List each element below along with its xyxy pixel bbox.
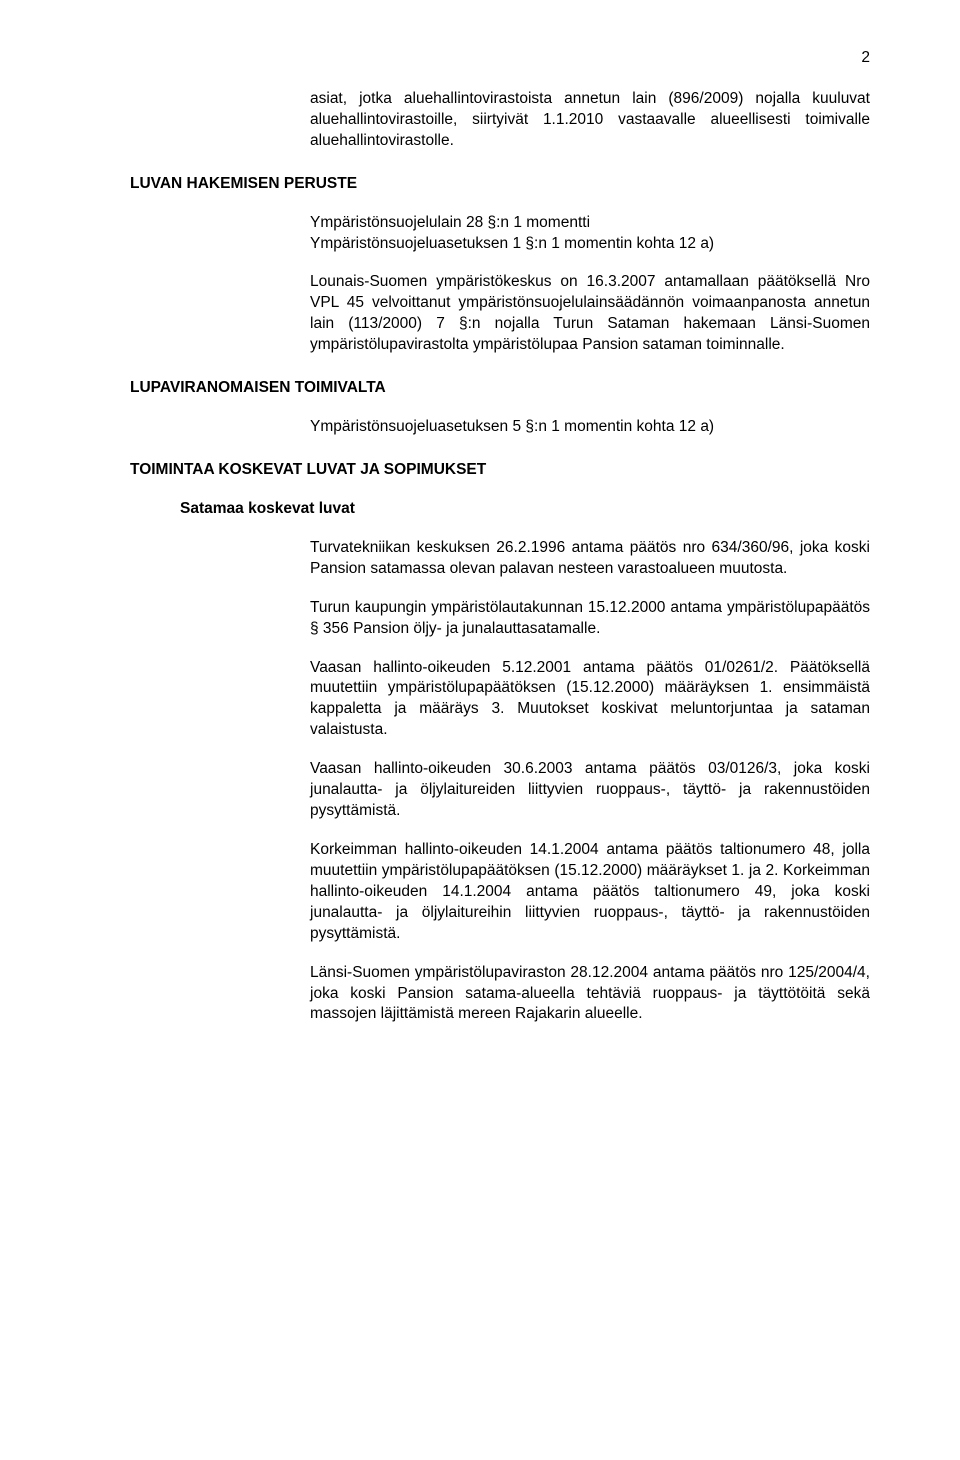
text-line: Ympäristönsuojeluasetuksen 1 §:n 1 momen… <box>310 235 714 252</box>
paragraph: Ympäristönsuojeluasetuksen 5 §:n 1 momen… <box>310 417 870 438</box>
heading-lupaviranomaisen-toimivalta: LUPAVIRANOMAISEN TOIMIVALTA <box>130 378 870 399</box>
heading-luvan-hakemisen-peruste: LUVAN HAKEMISEN PERUSTE <box>130 174 870 195</box>
subheading-satamaa-koskevat-luvat: Satamaa koskevat luvat <box>180 499 870 520</box>
paragraph: Turun kaupungin ympäristölautakunnan 15.… <box>310 598 870 640</box>
paragraph: Turvatekniikan keskuksen 26.2.1996 antam… <box>310 538 870 580</box>
paragraph: Länsi-Suomen ympäristölupaviraston 28.12… <box>310 963 870 1026</box>
paragraph: Vaasan hallinto-oikeuden 30.6.2003 antam… <box>310 759 870 822</box>
intro-paragraph: asiat, jotka aluehallintovirastoista ann… <box>310 89 870 152</box>
paragraph: Ympäristönsuojelulain 28 §:n 1 momentti … <box>310 213 870 255</box>
text-line: Ympäristönsuojelulain 28 §:n 1 momentti <box>310 214 590 231</box>
heading-toimintaa-koskevat-luvat: TOIMINTAA KOSKEVAT LUVAT JA SOPIMUKSET <box>130 460 870 481</box>
page-number: 2 <box>130 48 870 69</box>
paragraph: Vaasan hallinto-oikeuden 5.12.2001 antam… <box>310 658 870 742</box>
document-page: 2 asiat, jotka aluehallintovirastoista a… <box>0 0 960 1103</box>
paragraph: Lounais-Suomen ympäristökeskus on 16.3.2… <box>310 272 870 356</box>
paragraph: Korkeimman hallinto-oikeuden 14.1.2004 a… <box>310 840 870 945</box>
